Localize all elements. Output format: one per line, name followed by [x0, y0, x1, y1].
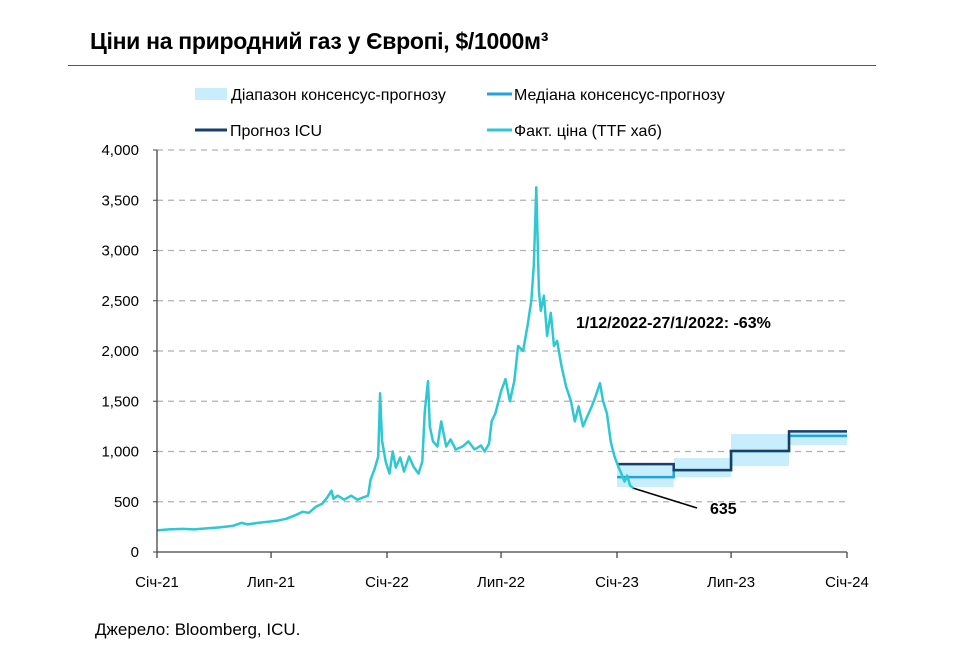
y-tick-label: 1,000 [101, 444, 139, 461]
annotation-change: 1/12/2022-27/1/2022: -63% [576, 315, 771, 332]
annotation-last-value: 635 [710, 501, 737, 518]
actual-price-line [156, 185, 635, 532]
y-tick-label: 4,000 [101, 142, 139, 159]
source-note: Джерело: Bloomberg, ICU. [95, 620, 301, 639]
legend: Діапазон консенсус-прогнозу Медіана конс… [195, 87, 725, 140]
y-tick-label: 3,500 [101, 192, 139, 209]
chart-title: Ціни на природний газ у Європі, $/1000м³ [90, 28, 549, 54]
y-tick-label: 2,000 [101, 343, 139, 360]
x-tick-label: Січ-24 [825, 574, 869, 591]
forecast-range-box [617, 463, 674, 488]
x-tick-label: Лип-21 [247, 574, 295, 591]
legend-label-range: Діапазон консенсус-прогнозу [231, 87, 446, 104]
y-tick-label: 1,500 [101, 393, 139, 410]
y-tick-label: 0 [131, 544, 139, 561]
icu-forecast-line [617, 430, 847, 472]
x-tick-label: Січ-21 [135, 574, 179, 591]
legend-label-icu: Прогноз ICU [230, 123, 322, 140]
x-tick-label: Лип-22 [477, 574, 525, 591]
legend-label-median: Медіана консенсус-прогнозу [514, 87, 725, 104]
y-tick-label: 500 [114, 494, 139, 511]
legend-swatch-range [195, 88, 227, 100]
y-tick-label: 2,500 [101, 293, 139, 310]
title-divider [68, 65, 876, 66]
x-tick-label: Січ-23 [595, 574, 639, 591]
annotation-leader-line [633, 487, 698, 509]
forecast-range-box [673, 458, 732, 478]
x-tick-label: Лип-23 [707, 574, 755, 591]
y-tick-label: 3,000 [101, 243, 139, 260]
forecast-range-box [789, 430, 847, 445]
legend-label-actual: Факт. ціна (TTF хаб) [514, 123, 662, 140]
x-tick-label: Січ-22 [365, 574, 409, 591]
